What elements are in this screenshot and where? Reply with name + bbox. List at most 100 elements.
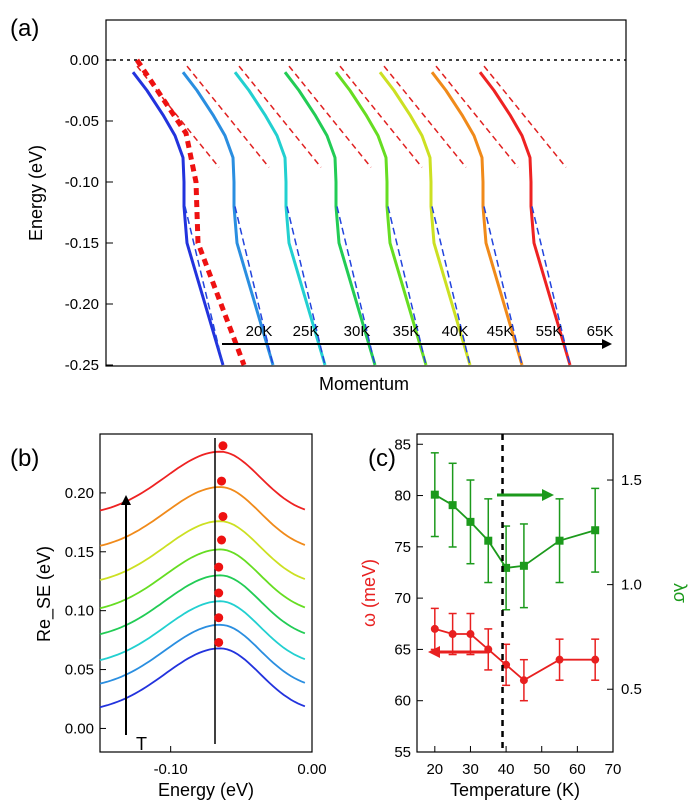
panel-c-ticks: 55 60 65 70 75 80 85 0.5 1.0 1.5 20 30 40 50 60 70 — [394, 436, 642, 778]
panel-a-red-guide-45K — [383, 65, 467, 168]
panel-b-curve-6 — [99, 486, 306, 547]
panel-a-y-tick-label: 0.00 — [70, 52, 99, 69]
panel-b-ticks: 0.00 0.05 0.10 0.15 0.20 -0.10 0.00 — [65, 485, 327, 778]
panel-a-red-guide-25K — [186, 65, 270, 168]
panel-a-blue-guide-35K — [336, 206, 376, 366]
panel-a-blue-guide-30K — [286, 206, 326, 366]
panel-c-left-tick-label: 65 — [394, 641, 411, 658]
panel-b-peak-markers — [214, 441, 228, 647]
panel-a-label-65K: 65K — [587, 323, 614, 340]
panel-a-blue-guide-55K — [483, 206, 523, 366]
panel-a-label-20K: 20K — [246, 323, 273, 340]
panel-a-y-tick-label: -0.20 — [65, 296, 99, 313]
panel-c-right-axis-label: λσ — [670, 583, 690, 603]
panel-a-dispersion-curves — [131, 58, 572, 366]
panel-b-curve-7 — [99, 450, 306, 512]
panel-b-peak-marker — [217, 535, 227, 545]
panel-c-point — [466, 517, 475, 526]
panel-b-y-tick-label: 0.00 — [65, 720, 94, 737]
panel-c-point — [519, 561, 528, 570]
panel-c-right-tick-label: 1.0 — [621, 577, 642, 594]
panel-c-x-tick-label: 40 — [498, 761, 515, 778]
panel-b-y-axis-label: Re_SE (eV) — [34, 546, 55, 642]
panel-a-x-axis-label: Momentum — [319, 374, 409, 394]
panel-b-x-tick-label: -0.10 — [154, 761, 188, 778]
panel-c-point — [448, 501, 457, 510]
panel-c-point — [502, 563, 511, 572]
panel-a-curve-25K — [181, 71, 275, 366]
panel-a-y-tick-label: -0.05 — [65, 113, 99, 130]
panel-a-y-tick-label: -0.25 — [65, 357, 99, 374]
panel-a-blue-guide-25K — [234, 206, 274, 366]
panel-b-curve-4 — [99, 548, 306, 610]
panel-c-right-tick-label: 1.5 — [621, 472, 642, 489]
panel-c-series — [430, 452, 600, 702]
panel-a-blue-guide-65K — [531, 206, 571, 366]
panel-b-x-axis-label: Energy (eV) — [158, 780, 254, 800]
panel-b-y-tick-label: 0.10 — [65, 603, 94, 620]
panel-b-y-tick-label: 0.05 — [65, 662, 94, 679]
panel-b-peak-marker — [214, 588, 224, 598]
panel-b-curve-5 — [99, 520, 306, 581]
panel-a-label-45K: 45K — [487, 323, 514, 340]
panel-a-red-guide-65K — [483, 65, 567, 168]
panel-c-point — [430, 624, 439, 633]
panel-c-point — [591, 526, 600, 535]
panel-c-left-tick-label: 75 — [394, 539, 411, 556]
panel-b-curve-2 — [99, 600, 306, 661]
panel-b-curve-3 — [99, 574, 306, 636]
panel-c-x-tick-label: 50 — [533, 761, 550, 778]
panel-a-y-tick-label: -0.15 — [65, 235, 99, 252]
panel-b-y-tick-label: 0.20 — [65, 485, 94, 502]
panel-b-t-label: T — [136, 734, 147, 754]
panel-c-left-tick-label: 85 — [394, 436, 411, 453]
panel-a-curve-20K — [131, 71, 225, 366]
panel-a-red-guide-35K — [288, 65, 372, 168]
panel-c-series-line-left — [434, 628, 596, 682]
panel-a-label-40K: 40K — [442, 323, 469, 340]
panel-a-curve-45K — [378, 71, 472, 366]
panel-b-peak-marker — [218, 441, 228, 451]
panel-a-red-guide-40K — [339, 65, 423, 168]
panel-a-red-guide-55K — [435, 65, 519, 168]
panel-c-x-axis-label: Temperature (K) — [450, 780, 580, 800]
panel-c-left-axis-label: ω (meV) — [359, 559, 379, 627]
panel-c-x-tick-label: 30 — [462, 761, 479, 778]
panel-b-x-tick-label: 0.00 — [297, 761, 326, 778]
panel-c-left-tick-label: 80 — [394, 488, 411, 505]
panel-c-x-tick-label: 20 — [426, 761, 443, 778]
panel-a-curve-35K — [283, 71, 377, 366]
panel-c-left-tick-label: 60 — [394, 693, 411, 710]
panel-a-label-55K: 55K — [536, 323, 563, 340]
panel-b-frame — [99, 433, 313, 753]
panel-b-curve-1 — [99, 623, 306, 685]
panel-a-blue-guide-45K — [431, 206, 471, 366]
panel-c-x-tick-label: 60 — [569, 761, 586, 778]
panel-a-red-guide-30K — [238, 65, 322, 168]
panel-a-label-35K: 35K — [393, 323, 420, 340]
panel-c-left-tick-label: 70 — [394, 590, 411, 607]
panel-b-peak-marker — [214, 562, 224, 572]
panel-a-blue-guide-40K — [387, 206, 427, 366]
panel-a-curve-40K — [334, 71, 428, 366]
panel-b-label: (b) — [10, 445, 39, 472]
panel-c-point — [430, 490, 439, 499]
panel-a-label-30K: 30K — [344, 323, 371, 340]
panel-a-temperature-labels: 20K 25K 30K 35K 40K 45K 55K 65K — [246, 323, 614, 340]
panel-a-blue-guide-20K — [184, 206, 224, 366]
panel-c-point — [466, 630, 475, 639]
panel-a-y-tick-label: -0.10 — [65, 174, 99, 191]
panel-b-self-energy-curves — [99, 450, 306, 709]
panel-c-point — [555, 536, 564, 545]
panel-c-point — [484, 536, 493, 545]
panel-c-x-tick-label: 70 — [605, 761, 622, 778]
panel-c-point — [591, 655, 600, 664]
panel-c-series-line-right — [434, 493, 596, 569]
panel-b-peak-marker — [214, 637, 224, 647]
panel-a-curve-65K — [478, 71, 572, 366]
panel-c-point — [555, 655, 564, 664]
panel-a-red-fit-dashed — [134, 58, 247, 366]
panel-a-curve-55K — [430, 71, 524, 366]
panel-a-label: (a) — [10, 15, 39, 42]
